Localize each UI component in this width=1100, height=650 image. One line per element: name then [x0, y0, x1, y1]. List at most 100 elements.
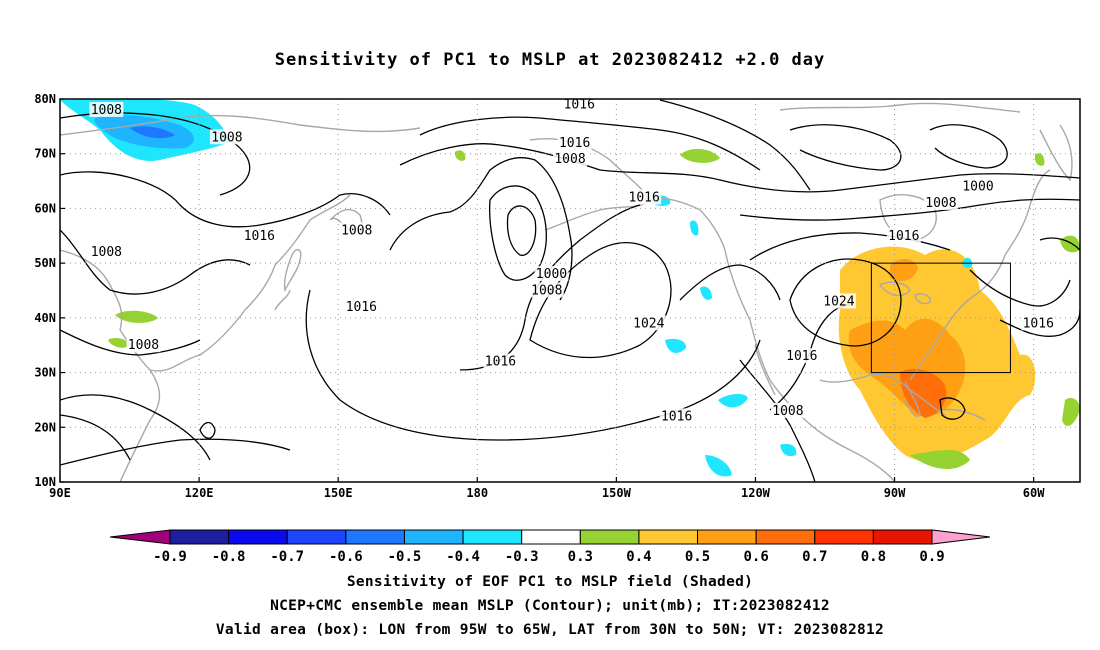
shade-positive-darkorange — [900, 368, 947, 418]
contour-label-bg — [89, 101, 124, 117]
shade-negative-cyan-8 — [690, 220, 699, 236]
contour-label-bg — [961, 178, 995, 194]
lat-tick-label: 30N — [34, 366, 56, 380]
colorbar-segment — [345, 529, 405, 545]
contour-label-bg — [1021, 315, 1056, 331]
colorbar-label: 0.9 — [919, 549, 944, 565]
caption-line-1: Sensitivity of EOF PC1 to MSLP field (Sh… — [346, 574, 754, 590]
colorbar-segment — [286, 529, 347, 545]
colorbar-label: -0.3 — [505, 549, 539, 565]
colorbar-label: -0.5 — [388, 549, 422, 565]
contour-label-bg — [242, 227, 277, 243]
map-frame — [59, 98, 1081, 483]
lon-tick-label: 150E — [324, 486, 353, 500]
contour-label-bg — [534, 266, 569, 282]
contour-label-bg — [89, 244, 124, 260]
colorbar-segment — [579, 529, 640, 545]
shade-negative-cyan-5 — [700, 286, 712, 300]
colorbar-label: 0.5 — [685, 549, 710, 565]
contour-label: 1000 — [962, 180, 993, 195]
caption-line-3: Valid area (box): LON from 95W to 65W, L… — [215, 622, 885, 638]
colorbar-label: 0.8 — [861, 549, 886, 565]
contour-label: 1024 — [633, 316, 664, 331]
lon-tick-label: 150W — [602, 486, 632, 500]
shade-positive-green-5 — [1034, 153, 1045, 166]
contour-label-bg — [923, 194, 958, 210]
colorbar-segment — [403, 529, 464, 545]
lat-tick-label: 40N — [34, 311, 56, 325]
lon-tick-label: 90W — [884, 486, 906, 500]
contour-label: 1008 — [211, 130, 242, 145]
colorbar-segment — [814, 529, 874, 545]
shade-negative-cyan-4 — [718, 394, 748, 408]
colorbar-label: 0.4 — [626, 549, 651, 565]
contour-label-bg — [344, 298, 379, 314]
contour-label-bg — [886, 227, 921, 243]
contour-label-bg — [562, 96, 597, 112]
lat-tick-label: 20N — [34, 420, 56, 434]
contour-label-bg — [483, 353, 518, 369]
colorbar: -0.9 -0.8 -0.7 -0.6 -0.5 -0.4 -0.3 0.3 0.4 0.5 0.6… — [109, 529, 991, 565]
contour-label: 1016 — [244, 229, 275, 244]
contour-label: 1008 — [772, 404, 803, 419]
contour-label: 1016 — [629, 190, 660, 205]
contour-label: 1008 — [91, 103, 122, 118]
colorbar-low-triangle — [109, 529, 171, 545]
shade-negative-cyan-2 — [705, 455, 732, 477]
colorbar-segment — [638, 529, 699, 545]
shade-positive-green-2 — [115, 310, 158, 323]
shade-negative-cyan-7 — [780, 443, 797, 457]
contour-label-bg — [339, 222, 374, 238]
contour-label-bg — [821, 293, 856, 309]
contour-label: 1016 — [564, 97, 595, 112]
lon-tick-label: 90E — [49, 486, 71, 500]
shade-positive-green-4 — [1062, 398, 1080, 427]
page-title: Sensitivity of PC1 to MSLP at 2023082412… — [274, 50, 826, 70]
colorbar-label: 0.7 — [802, 549, 827, 565]
contour-label: 1008 — [128, 338, 159, 353]
shade-positive-orange-north — [890, 258, 918, 282]
colorbar-label: -0.6 — [329, 549, 363, 565]
contour-label: 1016 — [661, 409, 692, 424]
shade-negative-cyan-3 — [665, 338, 687, 353]
colorbar-label: -0.9 — [153, 549, 187, 565]
lon-tick-label: 180 — [466, 486, 488, 500]
shade-positive-green-fringe — [910, 450, 970, 470]
contour-label: 1000 — [536, 267, 567, 282]
contour-label: 1016 — [346, 300, 377, 315]
colorbar-label: -0.8 — [212, 549, 246, 565]
contour-labels: 1008100810081016100810081016101610161008… — [89, 96, 1056, 424]
shade-negative-darkblue-1 — [130, 126, 175, 139]
contour-label: 1016 — [485, 355, 516, 370]
caption-line-2: NCEP+CMC ensemble mean MSLP (Contour); u… — [270, 598, 830, 614]
colorbar-segment — [872, 529, 933, 545]
colorbar-label: 0.3 — [568, 549, 593, 565]
colorbar-label: -0.7 — [270, 549, 304, 565]
lon-tick-label: 60W — [1023, 486, 1045, 500]
colorbar-segment — [697, 529, 757, 545]
contour-label: 1016 — [786, 349, 817, 364]
contour-label-bg — [126, 337, 161, 353]
lat-tick-label: 80N — [34, 92, 56, 106]
colorbar-segment — [521, 529, 581, 545]
shade-positive-green-1 — [680, 148, 720, 163]
colorbar-segment — [169, 529, 230, 545]
lat-tick-label: 70N — [34, 147, 56, 161]
shade-positive-green-7 — [454, 150, 466, 161]
contour-label: 1008 — [531, 284, 562, 299]
contour-label-bg — [557, 134, 592, 150]
colorbar-label: 0.6 — [744, 549, 769, 565]
contour-label: 1008 — [91, 245, 122, 260]
contour-label: 1008 — [925, 196, 956, 211]
colorbar-high-triangle — [931, 529, 991, 545]
lon-tick-label: 120W — [741, 486, 771, 500]
colorbar-segment — [228, 529, 288, 545]
lat-tick-label: 10N — [34, 475, 56, 489]
contour-label: 1016 — [1023, 316, 1054, 331]
colorbar-label: -0.4 — [446, 549, 480, 565]
lon-tick-label: 120E — [185, 486, 214, 500]
contour-label-bg — [627, 189, 662, 205]
contour-label: 1008 — [554, 152, 585, 167]
contour-label: 1016 — [559, 136, 590, 151]
